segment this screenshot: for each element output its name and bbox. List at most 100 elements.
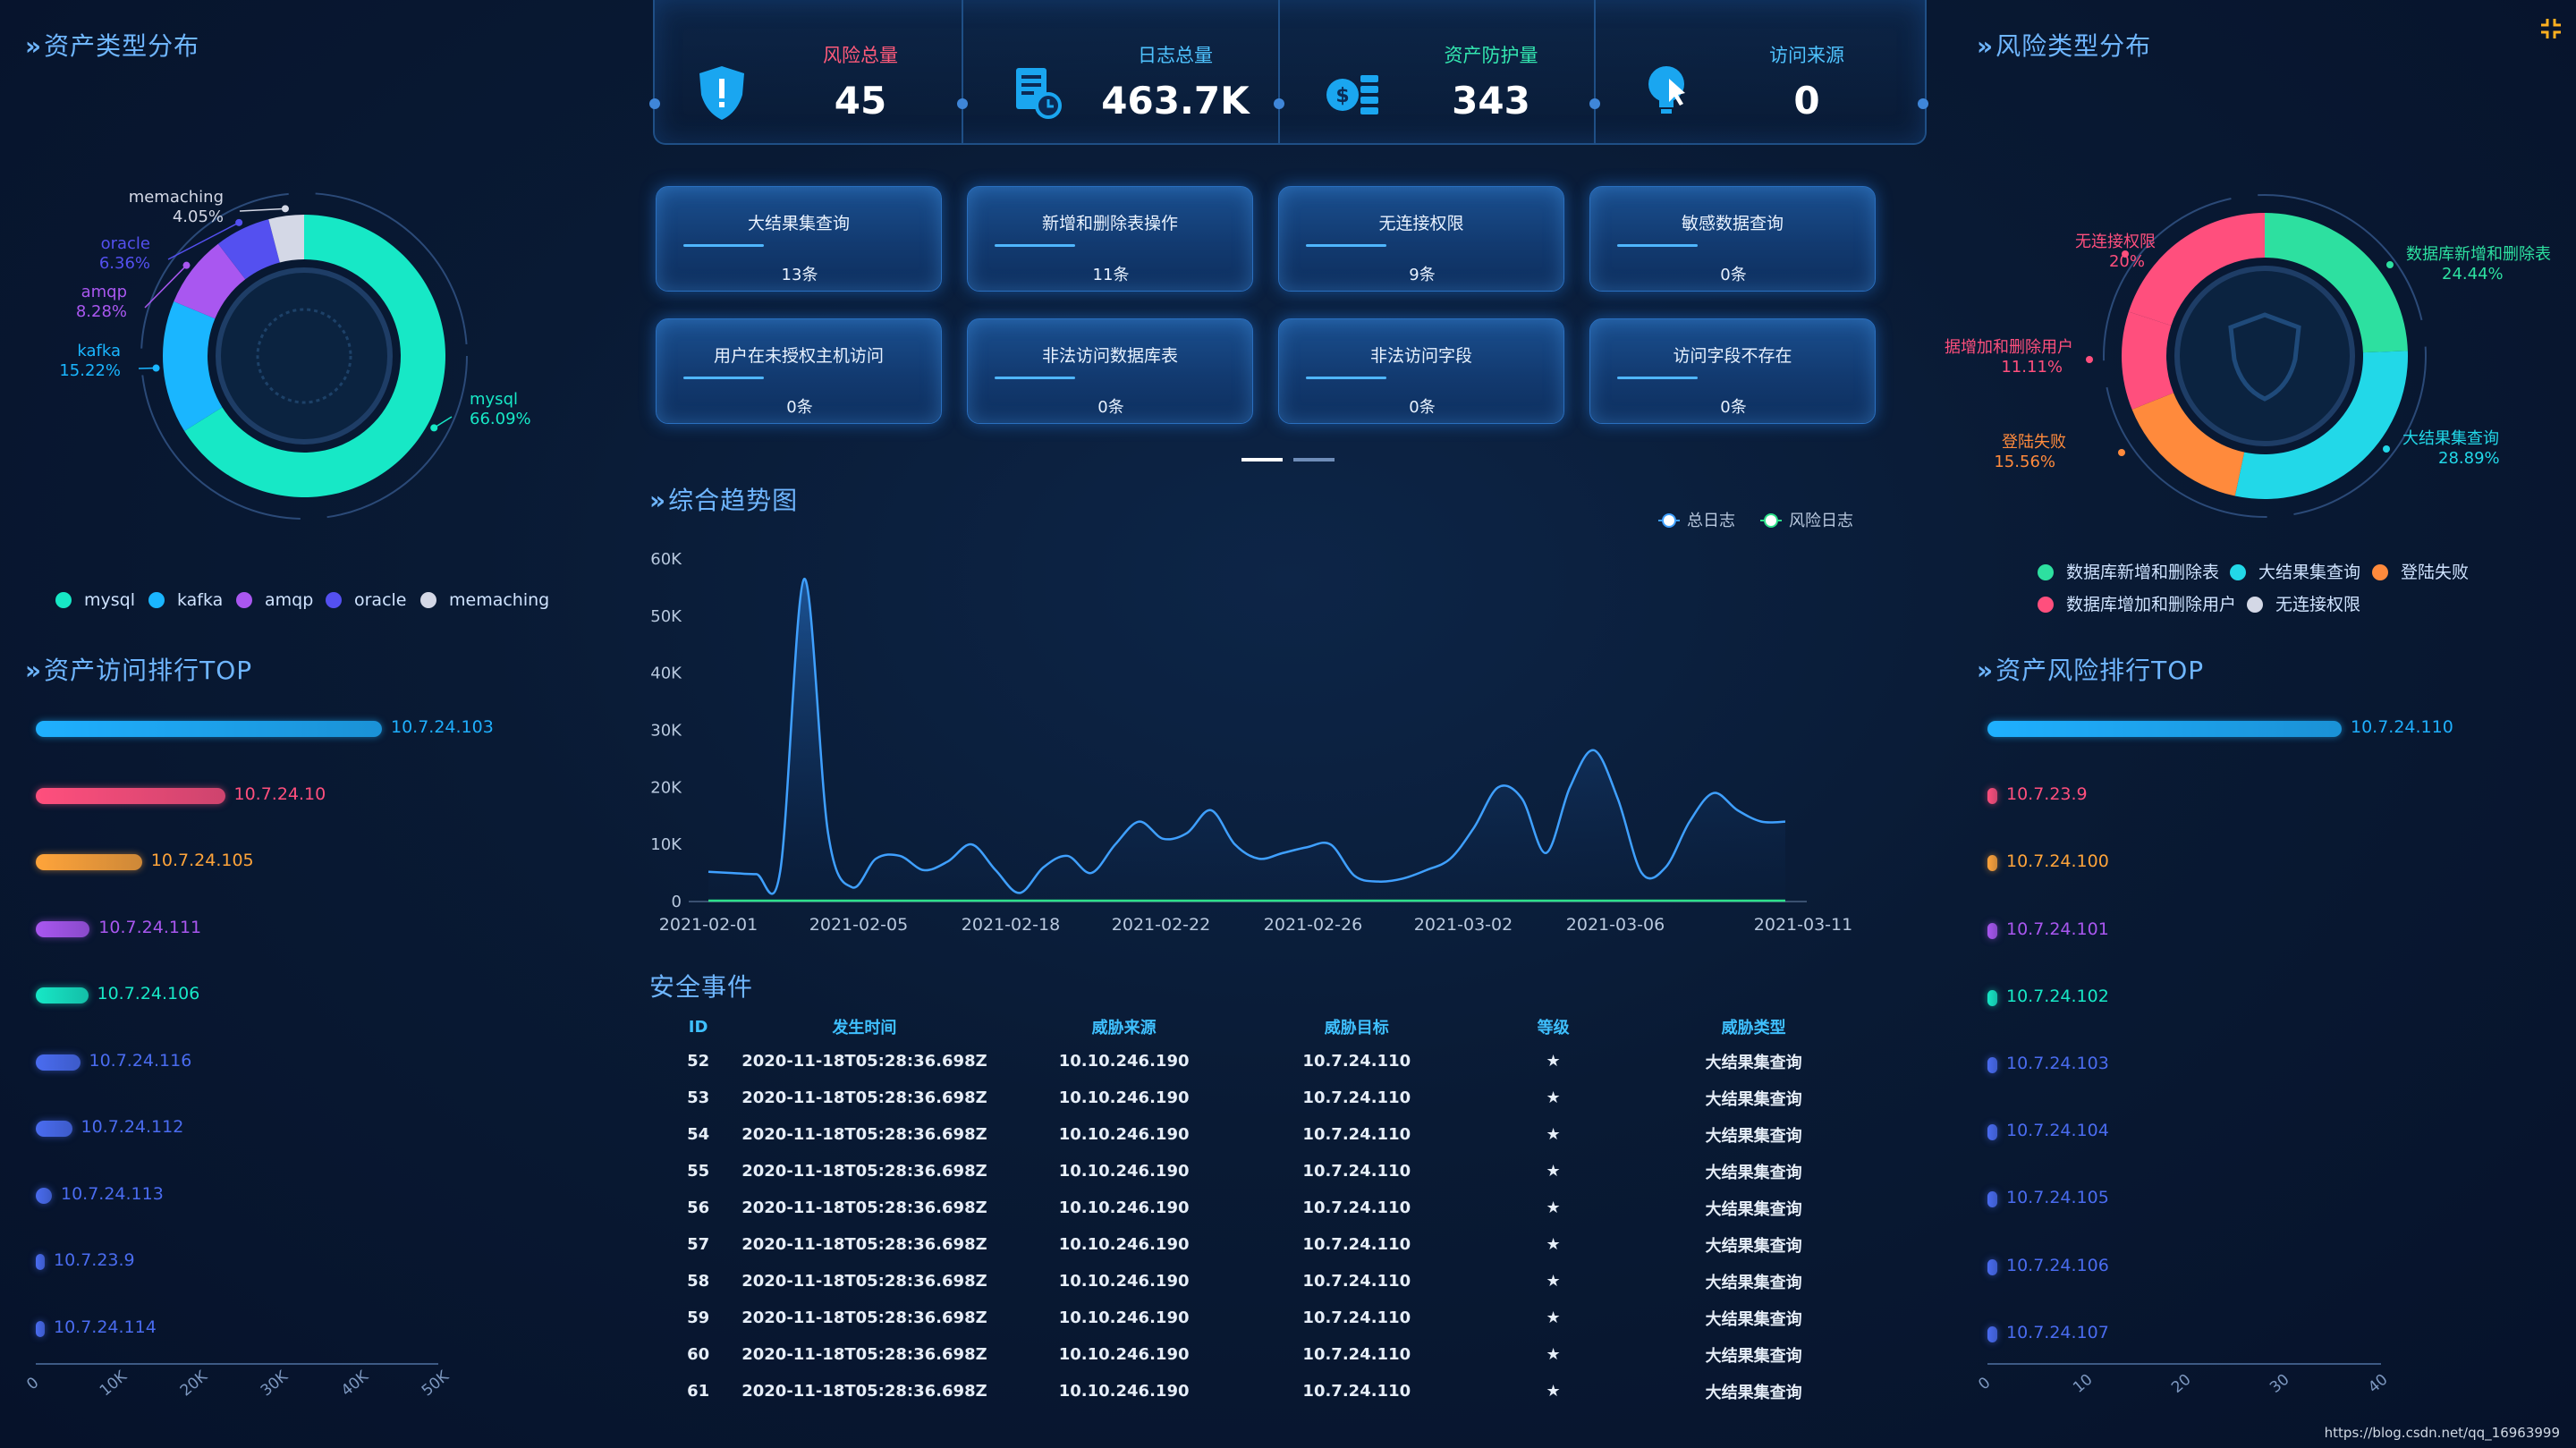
table-header-cell[interactable]: 发生时间 [832,1019,897,1037]
legend-item-数据库增加和删除用户[interactable]: 数据库增加和删除用户 [2038,591,2236,615]
legend-item-无连接权限[interactable]: 无连接权限 [2247,591,2360,615]
asset-type-title: »资产类型分布 [25,31,200,61]
table-cell: 10.7.24.110 [1302,1198,1411,1217]
y-tick-label: 40K [650,665,682,683]
legend-item-登陆失败[interactable]: 登陆失败 [2372,559,2469,583]
legend-item-大结果集查询[interactable]: 大结果集查询 [2230,559,2360,583]
pie-leader-line [167,222,240,260]
table-cell: 58 [687,1272,710,1291]
table-row[interactable]: 56 2020-11-18T05:28:36.698Z 10.10.246.190 1… [662,1190,1860,1226]
pie-slice-大结果集查询[interactable] [2234,351,2408,499]
table-row[interactable]: 53 2020-11-18T05:28:36.698Z 10.10.246.190 1… [662,1080,1860,1116]
pie-slice-kafka[interactable] [163,301,223,431]
table-row[interactable]: 59 2020-11-18T05:28:36.698Z 10.10.246.190 1… [662,1300,1860,1336]
bar [1987,989,1997,1006]
table-cell: 2020-11-18T05:28:36.698Z [741,1162,987,1181]
table-cell: 10.10.246.190 [1058,1162,1190,1181]
pie-label-pct: 8.28% [76,302,127,321]
table-row[interactable]: 55 2020-11-18T05:28:36.698Z 10.10.246.190 1… [662,1153,1860,1190]
table-cell: 10.7.24.110 [1302,1125,1411,1144]
table-row[interactable]: 54 2020-11-18T05:28:36.698Z 10.10.246.190 1… [662,1116,1860,1153]
table-cell: 2020-11-18T05:28:36.698Z [741,1198,987,1217]
bar-label: 10.7.23.9 [2006,784,2088,805]
table-cell: 2020-11-18T05:28:36.698Z [741,1308,987,1327]
risk-card-count: 0条 [1097,398,1124,417]
series-line-total[interactable] [708,578,1786,895]
risk-card[interactable]: 非法访问字段 0条 [1278,318,1564,424]
legend-item-kafka[interactable]: kafka [148,590,223,610]
table-header-cell[interactable]: ID [688,1017,708,1037]
donut-center [2174,266,2355,446]
stats-panel: 风险总量 45 日志总量 463.7K $ 资产防护量 343 访问来源 0 [649,0,1928,145]
table-row[interactable]: 61 2020-11-18T05:28:36.698Z 10.10.246.190 1… [662,1373,1860,1410]
donut-inner-ring [256,308,352,404]
pie-slice-mysql[interactable] [184,215,446,497]
legend-label: 数据库新增和删除表 [2066,563,2220,582]
y-tick-label: 30K [650,722,682,741]
fullscreen-toggle-icon[interactable] [2538,16,2563,41]
pie-slice-memaching[interactable] [268,215,304,263]
pie-slice-登陆失败[interactable] [2131,393,2245,496]
pie-slice-数据库增加和删除用户[interactable] [2122,311,2174,410]
stat-asset-protection: $ 资产防护量 343 [1285,0,1603,143]
table-cell: 大结果集查询 [1705,1053,1802,1072]
pie-leader-line [144,265,188,309]
pager-dot-active[interactable] [1241,458,1283,461]
risk-card[interactable]: 敏感数据查询 0条 [1589,186,1876,292]
legend-item-数据库新增和删除表[interactable]: 数据库新增和删除表 [2038,559,2219,583]
level-star-icon: ★ [1546,1052,1561,1071]
legend-item-mysql[interactable]: mysql [55,590,135,610]
legend-label: amqp [265,590,314,610]
shield-watermark-icon [2228,312,2301,402]
risk-card[interactable]: 用户在未授权主机访问 0条 [656,318,942,424]
risk-card[interactable]: 访问字段不存在 0条 [1589,318,1876,424]
axis-tick-label: 40K [338,1367,373,1400]
legend-item-amqp[interactable]: amqp [236,590,313,610]
legend-item-memaching[interactable]: memaching [420,590,549,610]
table-cell: 10.7.24.110 [1302,1088,1411,1107]
bar-label: 10.7.24.111 [98,917,202,937]
legend-label[interactable]: 总日志 [1687,512,1735,530]
bar-label: 10.7.24.10 [233,783,326,804]
table-row[interactable]: 60 2020-11-18T05:28:36.698Z 10.10.246.190 1… [662,1336,1860,1373]
table-row[interactable]: 52 2020-11-18T05:28:36.698Z 10.10.246.190 1… [662,1043,1860,1080]
stat-value: 0 [1793,79,1820,123]
pager-dot[interactable] [1293,458,1335,461]
table-cell: 10.7.24.110 [1302,1345,1411,1364]
risk-card-underline [1617,377,1698,379]
table-row[interactable]: 57 2020-11-18T05:28:36.698Z 10.10.246.190 1… [662,1226,1860,1263]
y-tick-label: 10K [650,835,682,854]
table-cell: 10.7.24.110 [1302,1162,1411,1181]
risk-card-title: 非法访问数据库表 [1041,346,1178,366]
risk-card[interactable]: 新增和删除表操作 11条 [967,186,1253,292]
pie-slice-oracle[interactable] [217,219,280,280]
risk-type-title: »风险类型分布 [1977,31,2152,61]
pie-slice-无连接权限[interactable] [2128,213,2265,326]
legend-item-oracle[interactable]: oracle [326,590,407,610]
legend-label[interactable]: 风险日志 [1789,512,1853,530]
table-cell: 10.7.24.110 [1302,1382,1411,1401]
risk-card-underline [683,377,764,379]
axis-tick-label: 40 [2365,1371,2391,1397]
risk-card[interactable]: 无连接权限 9条 [1278,186,1564,292]
bar [36,787,225,804]
x-tick-label: 2021-02-22 [1112,915,1210,935]
table-cell: 60 [687,1345,710,1364]
table-row[interactable]: 58 2020-11-18T05:28:36.698Z 10.10.246.190 1… [662,1263,1860,1300]
table-cell: 2020-11-18T05:28:36.698Z [741,1052,987,1071]
pie-slice-amqp[interactable] [174,243,246,319]
risk-card[interactable]: 非法访问数据库表 0条 [967,318,1253,424]
y-tick-label: 60K [650,550,682,569]
table-header-cell[interactable]: 等级 [1537,1019,1570,1037]
table-header-cell[interactable]: 威胁目标 [1324,1019,1389,1037]
risk-card[interactable]: 大结果集查询 13条 [656,186,942,292]
bar [36,1187,52,1204]
bar-label: 10.7.24.103 [2006,1054,2109,1073]
table-header-cell[interactable]: 威胁类型 [1721,1019,1786,1037]
bar-label: 10.7.24.101 [2006,919,2109,939]
risk-card-count: 0条 [786,398,813,417]
risk-card-count: 0条 [1720,398,1747,417]
table-header-cell[interactable]: 威胁来源 [1091,1019,1157,1037]
pie-slice-数据库新增和删除表[interactable] [2265,213,2408,353]
table-cell: 10.10.246.190 [1058,1088,1190,1107]
